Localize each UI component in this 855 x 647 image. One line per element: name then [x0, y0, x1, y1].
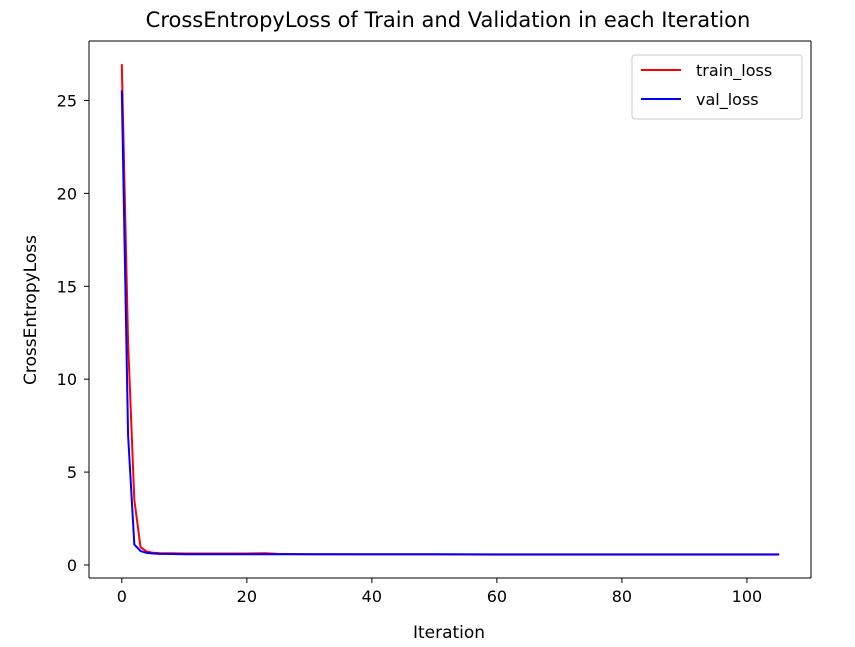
x-tick-label: 80	[612, 587, 632, 606]
x-tick-label: 0	[117, 587, 127, 606]
axes-layer: 0 20 40 60 80 100 0 5 10 15 20 25	[57, 40, 812, 606]
x-axis-label: Iteration	[413, 623, 485, 643]
legend-label-val_loss: val_loss	[696, 90, 759, 110]
series-line-val_loss	[120, 90, 780, 556]
x-tick-label: 20	[237, 587, 257, 606]
plot-area	[89, 41, 811, 578]
legend-label-train_loss: train_loss	[696, 61, 772, 81]
y-tick-label: 10	[57, 370, 77, 389]
series-layer	[120, 64, 780, 556]
y-tick-label: 20	[57, 184, 77, 203]
plot-background	[89, 41, 811, 578]
x-tick-label: 40	[362, 587, 382, 606]
chart-title: CrossEntropyLoss of Train and Validation…	[146, 8, 751, 32]
legend: train_loss val_loss	[631, 54, 803, 120]
x-tick-label: 100	[732, 587, 763, 606]
x-tick-label: 60	[487, 587, 507, 606]
y-tick-label: 25	[57, 91, 77, 110]
y-tick-label: 15	[57, 277, 77, 296]
y-tick-label: 5	[67, 463, 77, 482]
y-tick-label: 0	[67, 556, 77, 575]
y-axis-label: CrossEntropyLoss	[21, 235, 41, 385]
